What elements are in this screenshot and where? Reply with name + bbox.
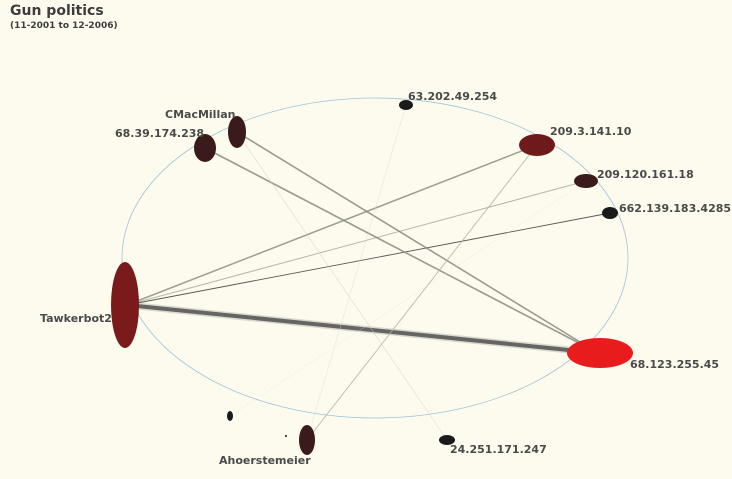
edge [236,131,599,354]
edges [126,104,611,441]
layout-ring [121,97,629,419]
node-68-123-255-45[interactable] [567,338,633,368]
labels: 63.202.49.254 CMacMillan 68.39.174.238 2… [40,90,731,467]
label-cmacmillan: CMacMillan [165,108,235,121]
node-209-3-141-10[interactable] [519,134,555,156]
node-ahoerstemeier[interactable] [299,425,315,455]
label-63-202-49-254: 63.202.49.254 [408,90,497,103]
node-unlabeled-1[interactable] [227,411,233,421]
nodes [111,100,633,455]
edge [204,147,599,354]
node-68-39-174-238[interactable] [194,134,216,162]
edge [306,104,407,441]
label-209-120-161-18: 209.120.161.18 [597,168,694,181]
edge [126,303,599,355]
chart-subtitle: (11-2001 to 12-2006) [10,21,118,31]
label-ahoerstemeier: Ahoerstemeier [219,454,311,467]
node-overlap[interactable] [602,207,618,219]
node-63-202-49-254[interactable] [399,100,413,110]
edge [126,180,587,306]
node-unlabeled-2[interactable] [285,435,287,437]
label-24-251-171-247: 24.251.171.247 [450,443,547,456]
edge [229,180,587,417]
label-68-39-174-238: 68.39.174.238 [115,127,204,140]
edge [306,144,538,441]
label-overlap: 662.139.183.4285 [619,202,731,215]
node-24-251-171-247[interactable] [439,435,455,445]
label-68-123-255-45: 68.123.255.45 [630,358,719,371]
node-209-120-161-18[interactable] [574,174,598,188]
label-tawkerbot2: Tawkerbot2 [40,312,112,325]
node-tawkerbot2[interactable] [111,262,139,348]
edge [236,131,448,441]
label-209-3-141-10: 209.3.141.10 [550,125,632,138]
edge [126,212,611,306]
edge [126,301,599,357]
edge [126,144,538,306]
node-cmacmillan[interactable] [228,116,246,148]
chart-title: Gun politics [10,3,104,19]
